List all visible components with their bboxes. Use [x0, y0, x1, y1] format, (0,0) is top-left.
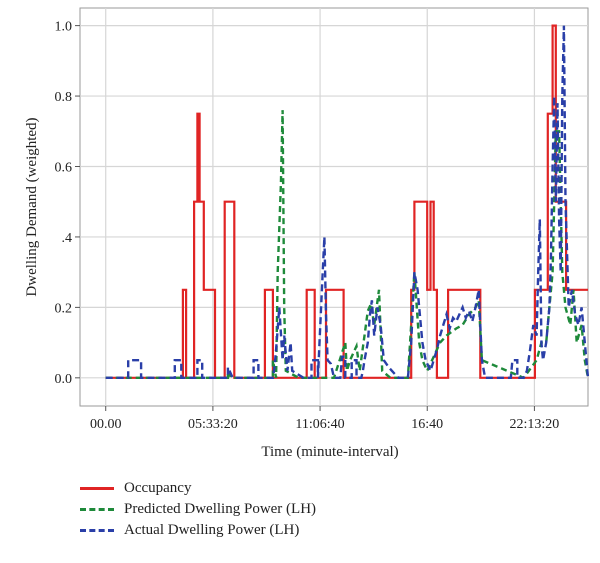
y-tick-label: .4	[62, 231, 73, 246]
legend-item-predicted: Predicted Dwelling Power (LH)	[80, 499, 316, 520]
y-tick-label: 0.0	[55, 372, 73, 387]
legend-swatch-occupancy	[80, 487, 114, 490]
legend-swatch-actual	[80, 529, 114, 532]
y-tick-label: 1.0	[55, 20, 73, 35]
legend: Occupancy Predicted Dwelling Power (LH) …	[80, 478, 316, 541]
chart: 0.0 0.2 .4 0.6 0.8 1.0 00.00 05:33:20 11:06:40 1…	[24, 7, 590, 460]
y-axis-ticks: 0.0 0.2 .4 0.6 0.8 1.0	[55, 20, 80, 387]
x-axis-title: Time (minute-interval)	[261, 444, 398, 460]
legend-item-occupancy: Occupancy	[80, 478, 316, 499]
series-line-predicted	[105, 110, 590, 380]
x-tick-label: 11:06:40	[295, 417, 344, 432]
y-tick-label: 0.8	[55, 90, 73, 105]
legend-swatch-predicted	[80, 508, 114, 511]
legend-label-occupancy: Occupancy	[124, 480, 192, 496]
x-tick-label: 22:13:20	[510, 417, 560, 432]
legend-label-predicted: Predicted Dwelling Power (LH)	[124, 501, 317, 517]
y-axis-title: Dwelling Demand (weighted)	[24, 117, 40, 296]
plot-area	[79, 7, 589, 407]
x-tick-label: 00.00	[90, 417, 122, 432]
x-axis-ticks: 00.00 05:33:20 11:06:40 16:40 22:13:20	[90, 406, 559, 432]
grid	[80, 8, 588, 406]
y-tick-label: 0.6	[55, 160, 73, 175]
series-line-actual	[105, 25, 590, 379]
legend-label-actual: Actual Dwelling Power (LH)	[124, 522, 300, 538]
y-tick-label: 0.2	[55, 301, 73, 316]
x-tick-label: 16:40	[411, 417, 443, 432]
legend-item-actual: Actual Dwelling Power (LH)	[80, 520, 316, 541]
x-tick-label: 05:33:20	[188, 417, 238, 432]
series-layer	[105, 24, 590, 380]
